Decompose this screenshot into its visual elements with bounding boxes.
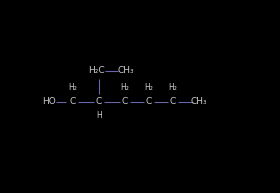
Text: H₂: H₂	[121, 83, 129, 91]
Text: C: C	[146, 97, 152, 106]
Text: H₂: H₂	[69, 83, 77, 91]
Text: H: H	[96, 111, 102, 120]
Text: C: C	[96, 97, 102, 106]
Text: C: C	[170, 97, 176, 106]
Text: H₂: H₂	[168, 83, 177, 91]
Text: CH₃: CH₃	[118, 66, 134, 75]
Text: C: C	[70, 97, 76, 106]
Text: C: C	[122, 97, 128, 106]
Text: H₂: H₂	[144, 83, 153, 91]
Text: CH₃: CH₃	[190, 97, 207, 106]
Text: HO: HO	[42, 97, 56, 106]
Text: H₂C: H₂C	[88, 66, 105, 75]
